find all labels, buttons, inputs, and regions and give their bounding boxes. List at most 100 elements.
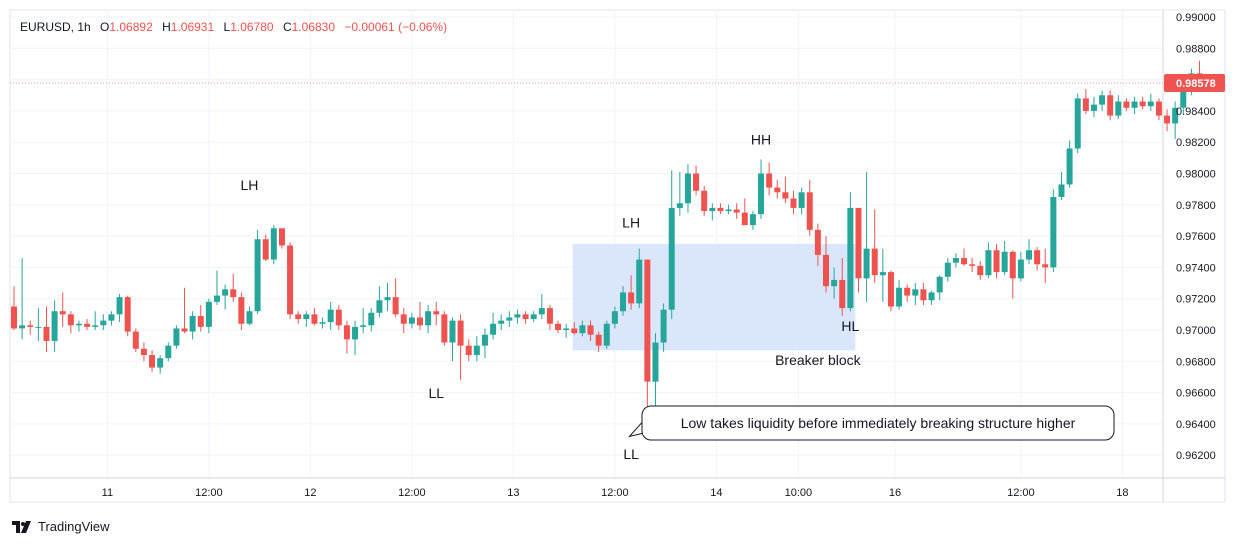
candle[interactable] [124, 295, 131, 337]
candle[interactable] [19, 258, 26, 340]
candle[interactable] [449, 317, 456, 362]
candle[interactable] [644, 259, 651, 417]
candle[interactable] [1147, 93, 1154, 111]
candle[interactable] [327, 301, 334, 330]
candle[interactable] [912, 283, 919, 305]
time-axis[interactable]: 11 12:00 12 12:00 13 12:00 14 10:00 16 12:00 18 [10, 477, 1225, 499]
candle[interactable] [1074, 93, 1081, 154]
candle[interactable] [660, 303, 667, 352]
candle[interactable] [1107, 90, 1114, 121]
candle[interactable] [319, 317, 326, 329]
candle[interactable] [222, 284, 229, 310]
candle[interactable] [595, 331, 602, 352]
candle[interactable] [197, 304, 204, 332]
candle[interactable] [758, 159, 765, 219]
candle[interactable] [189, 311, 196, 340]
candle[interactable] [35, 308, 42, 341]
candle[interactable] [157, 355, 164, 374]
candle[interactable] [1131, 96, 1138, 115]
candle[interactable] [27, 320, 34, 335]
candle[interactable] [205, 298, 212, 334]
candle[interactable] [506, 311, 513, 327]
candle[interactable] [67, 311, 74, 334]
candle[interactable] [1164, 109, 1171, 132]
candle[interactable] [1172, 101, 1179, 140]
price-axis[interactable]: 0.990000.988000.986000.984000.982000.980… [10, 10, 1225, 502]
candle[interactable] [1026, 239, 1032, 265]
candle[interactable] [214, 270, 220, 305]
candle[interactable] [1009, 250, 1016, 299]
candle[interactable] [871, 209, 878, 284]
candle[interactable] [863, 171, 870, 302]
candle[interactable] [823, 236, 829, 293]
candle[interactable] [749, 211, 756, 230]
candle[interactable] [839, 258, 846, 316]
candle[interactable] [498, 314, 505, 330]
candle[interactable] [1066, 140, 1073, 188]
candle[interactable] [628, 275, 635, 310]
candle[interactable] [603, 320, 610, 349]
candle[interactable] [92, 311, 99, 330]
candle[interactable] [116, 294, 123, 323]
candle[interactable] [571, 322, 578, 335]
candle[interactable] [100, 314, 107, 330]
candle[interactable] [977, 261, 984, 280]
candle[interactable] [140, 342, 147, 362]
candle[interactable] [611, 306, 618, 329]
candle[interactable] [376, 286, 383, 318]
candle[interactable] [59, 292, 66, 327]
candle[interactable] [270, 225, 277, 265]
candle[interactable] [1082, 88, 1089, 115]
candle[interactable] [620, 286, 626, 316]
candle[interactable] [530, 311, 537, 323]
candle[interactable] [173, 325, 180, 349]
candle[interactable] [522, 311, 529, 324]
candle[interactable] [457, 314, 464, 381]
candle[interactable] [165, 342, 172, 362]
candle[interactable] [563, 323, 570, 338]
candle[interactable] [725, 204, 732, 215]
candle[interactable] [230, 273, 237, 302]
candle[interactable] [238, 292, 245, 330]
candle[interactable] [1115, 95, 1122, 119]
candle[interactable] [84, 319, 91, 330]
candle[interactable] [693, 165, 700, 196]
candle[interactable] [132, 328, 139, 352]
candle[interactable] [425, 304, 432, 334]
candle[interactable] [782, 176, 789, 204]
candle[interactable] [676, 171, 683, 216]
candle[interactable] [684, 164, 691, 213]
candle[interactable] [262, 234, 269, 262]
candle[interactable] [1058, 171, 1065, 201]
candle[interactable] [652, 333, 659, 413]
candle[interactable] [887, 270, 894, 312]
candle[interactable] [831, 267, 838, 299]
candle[interactable] [636, 248, 643, 309]
candle[interactable] [481, 328, 488, 359]
candle[interactable] [546, 304, 553, 330]
candle[interactable] [490, 312, 497, 340]
candle[interactable] [433, 301, 440, 326]
candle[interactable] [814, 223, 821, 266]
tradingview-branding[interactable]: TradingView [12, 519, 110, 534]
candle[interactable] [806, 179, 813, 237]
candle[interactable] [352, 320, 359, 356]
candle[interactable] [701, 186, 708, 216]
candle[interactable] [896, 279, 903, 310]
candle[interactable] [181, 287, 188, 334]
candle[interactable] [961, 248, 968, 266]
candle[interactable] [287, 242, 294, 320]
candle[interactable] [952, 253, 959, 268]
candle[interactable] [741, 198, 748, 226]
candle[interactable] [774, 179, 781, 199]
candle[interactable] [928, 290, 935, 305]
candle[interactable] [254, 229, 261, 315]
candle[interactable] [246, 306, 253, 326]
candle[interactable] [343, 320, 350, 354]
candle[interactable] [904, 284, 911, 302]
candle[interactable] [1034, 247, 1041, 271]
candle[interactable] [1090, 96, 1097, 118]
candle[interactable] [408, 312, 415, 329]
candle[interactable] [717, 203, 724, 215]
